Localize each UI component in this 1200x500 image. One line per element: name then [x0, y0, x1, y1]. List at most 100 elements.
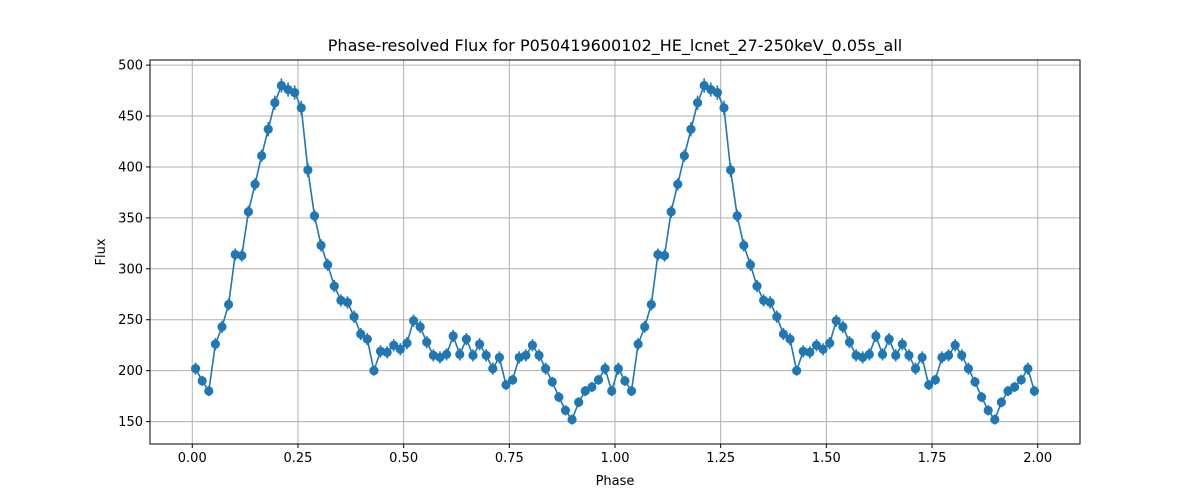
y-tick-label: 150	[118, 415, 143, 430]
data-point	[778, 329, 789, 339]
data-point	[309, 211, 320, 221]
data-point	[448, 331, 458, 341]
data-point	[897, 339, 907, 349]
y-tick-label: 250	[118, 313, 143, 328]
data-point	[917, 352, 927, 363]
data-point	[494, 352, 505, 363]
x-tick-label: 1.75	[918, 451, 947, 466]
y-tick-label: 450	[118, 110, 143, 125]
data-point	[924, 380, 934, 390]
x-tick-label: 1.50	[812, 451, 841, 466]
x-tick-label: 1.25	[706, 451, 735, 466]
data-point	[415, 322, 425, 332]
data-point	[673, 179, 683, 189]
x-axis-label: Phase	[596, 474, 635, 489]
data-point	[257, 151, 267, 161]
data-point	[871, 331, 881, 341]
data-point	[316, 240, 326, 250]
data-point	[1016, 375, 1026, 385]
data-point	[838, 322, 848, 332]
data-point	[382, 347, 392, 357]
data-point	[825, 338, 835, 348]
data-point	[699, 80, 709, 91]
data-point	[785, 334, 795, 344]
data-point	[402, 338, 412, 348]
data-point	[508, 375, 518, 385]
x-tick-label: 0.75	[495, 451, 524, 466]
data-point	[290, 87, 300, 98]
y-axis-ticks: 150 200 250 300 350 400 450 500	[118, 59, 150, 430]
data-point	[389, 340, 399, 350]
flux-series	[190, 78, 1040, 425]
data-point	[1029, 386, 1040, 396]
data-point	[356, 329, 366, 339]
data-point	[534, 350, 544, 360]
data-point	[1023, 364, 1033, 374]
data-point	[527, 340, 538, 350]
data-point	[408, 316, 419, 326]
data-point	[607, 386, 617, 396]
data-point	[237, 250, 247, 261]
x-tick-label: 1.00	[601, 451, 630, 466]
data-point	[210, 339, 220, 349]
data-point	[362, 334, 372, 344]
data-point	[818, 344, 828, 354]
data-point	[547, 377, 557, 387]
data-point	[620, 376, 630, 386]
y-tick-label: 500	[118, 59, 143, 74]
data-point	[349, 312, 359, 322]
data-point	[877, 349, 888, 359]
data-point	[732, 211, 742, 221]
data-point	[263, 124, 273, 134]
data-point	[488, 364, 498, 374]
data-point	[633, 339, 643, 349]
data-point	[481, 350, 491, 360]
data-point	[455, 349, 465, 359]
data-point	[567, 414, 577, 425]
data-point	[692, 98, 703, 108]
data-point	[441, 349, 452, 359]
data-point	[580, 386, 590, 396]
data-point	[204, 386, 214, 396]
data-point	[659, 250, 670, 261]
data-point	[752, 281, 762, 291]
data-point	[369, 366, 379, 376]
data-point	[224, 299, 234, 310]
data-point	[626, 386, 637, 396]
data-point	[587, 382, 597, 392]
data-point	[910, 364, 921, 374]
y-tick-label: 350	[118, 211, 143, 226]
x-axis-ticks: 0.00 0.25 0.50 0.75 1.00 1.25 1.50 1.75 2.00	[178, 444, 1052, 466]
data-point	[957, 350, 967, 360]
data-point	[996, 397, 1006, 407]
data-point	[725, 165, 736, 175]
data-point	[270, 98, 280, 108]
data-point	[574, 397, 584, 407]
data-point	[745, 260, 756, 270]
data-point	[990, 414, 1000, 425]
data-point	[970, 377, 980, 387]
data-point	[422, 337, 432, 347]
data-point	[541, 364, 551, 374]
data-point	[217, 322, 227, 332]
data-point	[831, 316, 841, 326]
data-point	[983, 405, 993, 415]
x-tick-label: 0.25	[283, 451, 312, 466]
data-point	[243, 207, 254, 217]
data-point	[712, 87, 722, 98]
chart-title: Phase-resolved Flux for P050419600102_HE…	[328, 36, 902, 56]
data-point	[679, 151, 689, 161]
x-tick-label: 0.50	[389, 451, 418, 466]
data-point	[303, 165, 313, 175]
data-point	[323, 260, 333, 270]
grid-lines	[150, 60, 1080, 444]
data-point	[640, 322, 650, 332]
data-point	[765, 297, 775, 308]
data-point	[963, 364, 973, 374]
data-point	[666, 207, 676, 217]
data-point	[501, 380, 511, 390]
data-point	[884, 334, 894, 344]
data-point	[811, 340, 822, 350]
data-point	[792, 366, 802, 376]
